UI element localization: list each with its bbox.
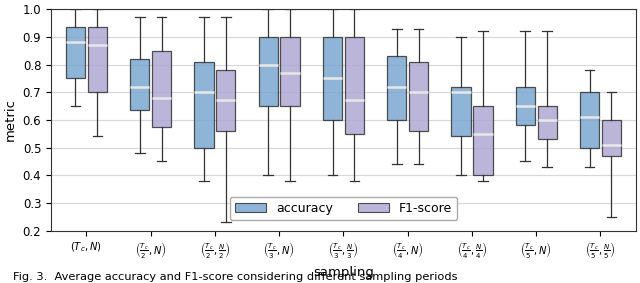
PathPatch shape xyxy=(88,27,107,92)
PathPatch shape xyxy=(602,120,621,156)
PathPatch shape xyxy=(66,27,85,78)
PathPatch shape xyxy=(538,106,557,139)
Y-axis label: metric: metric xyxy=(4,98,17,142)
PathPatch shape xyxy=(323,37,342,120)
PathPatch shape xyxy=(580,92,599,147)
PathPatch shape xyxy=(473,106,493,175)
PathPatch shape xyxy=(387,56,406,120)
PathPatch shape xyxy=(195,62,214,147)
PathPatch shape xyxy=(409,62,428,131)
Legend: accuracy, F1-score: accuracy, F1-score xyxy=(230,197,457,220)
PathPatch shape xyxy=(280,37,300,106)
PathPatch shape xyxy=(152,51,172,127)
Text: Fig. 3.  Average accuracy and F1-score considering different sampling periods: Fig. 3. Average accuracy and F1-score co… xyxy=(13,272,458,282)
X-axis label: sampling: sampling xyxy=(313,266,374,279)
PathPatch shape xyxy=(130,59,149,110)
PathPatch shape xyxy=(216,70,236,131)
PathPatch shape xyxy=(451,87,470,136)
PathPatch shape xyxy=(516,87,535,125)
PathPatch shape xyxy=(259,37,278,106)
PathPatch shape xyxy=(345,37,364,134)
